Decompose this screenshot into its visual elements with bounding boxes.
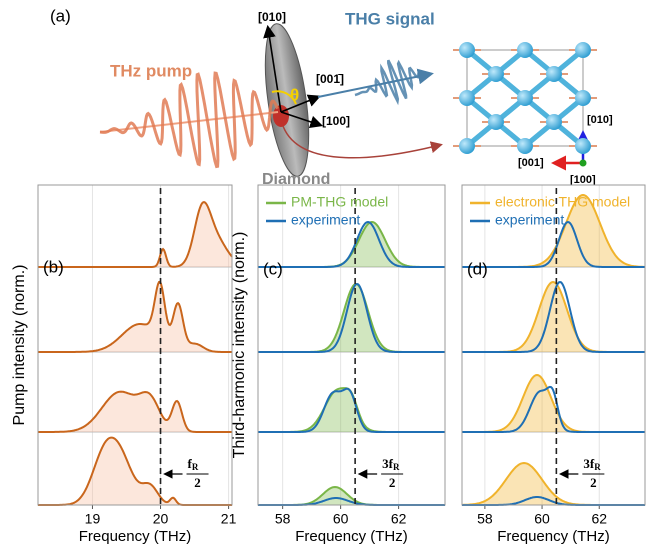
annotation-denominator: 2 bbox=[194, 475, 201, 490]
atom bbox=[517, 138, 533, 154]
pump-label: THz pump bbox=[110, 61, 192, 80]
atom bbox=[488, 66, 504, 82]
lattice-origin bbox=[579, 159, 587, 167]
legend-label: experiment bbox=[291, 212, 360, 228]
spectrum-curve bbox=[38, 201, 233, 268]
spectrum-fill bbox=[38, 437, 232, 505]
atom bbox=[459, 90, 475, 106]
spectrum-curve bbox=[462, 280, 645, 353]
axis-arrow bbox=[280, 94, 321, 113]
direction-label: [001̄] bbox=[316, 72, 344, 86]
plot-frame bbox=[37, 184, 233, 506]
spectrum-curve bbox=[258, 387, 445, 433]
direction-label: [100] bbox=[322, 114, 350, 128]
atom bbox=[517, 42, 533, 58]
x-tick-label: 21 bbox=[221, 511, 237, 527]
atom bbox=[546, 114, 562, 130]
annotation-denominator: 2 bbox=[590, 475, 597, 490]
atom bbox=[546, 66, 562, 82]
x-axis-label: Frequency (THz) bbox=[79, 528, 192, 545]
annotation-numerator: fR bbox=[188, 456, 199, 472]
spectrum-fill bbox=[462, 282, 645, 352]
spectrum-fill bbox=[462, 195, 645, 267]
panel-label: (b) bbox=[43, 257, 64, 276]
x-tick-label: 19 bbox=[85, 511, 101, 527]
spectrum-fill bbox=[38, 281, 232, 352]
annotation-subscript: R bbox=[393, 462, 400, 472]
schematic: (a) THz pump THG signal θ [010] [001̄] [… bbox=[50, 6, 613, 188]
legend-label: experiment bbox=[495, 212, 564, 228]
x-tick-label: 58 bbox=[275, 511, 291, 527]
annotation-denominator: 2 bbox=[389, 475, 396, 490]
atom bbox=[517, 90, 533, 106]
spectrum-fill bbox=[38, 202, 232, 267]
x-tick-label: 62 bbox=[591, 511, 607, 527]
legend-label: electronic THG model bbox=[495, 194, 630, 210]
panel-label: (c) bbox=[263, 259, 283, 278]
spectrum-fill bbox=[258, 388, 445, 432]
angle-label: θ bbox=[290, 85, 299, 104]
annotation-subscript: R bbox=[192, 462, 199, 472]
atom bbox=[459, 42, 475, 58]
spectrum-fill bbox=[258, 222, 445, 267]
panel-label: (d) bbox=[467, 259, 488, 278]
direction-label: [010] bbox=[258, 10, 286, 24]
axis-arrow bbox=[280, 111, 324, 129]
spectrum-fill bbox=[258, 284, 445, 352]
panel-label: (a) bbox=[50, 6, 71, 25]
atom bbox=[575, 42, 591, 58]
sample-label: Diamond bbox=[262, 171, 330, 188]
signal-label: THG signal bbox=[345, 9, 435, 28]
x-tick-label: 60 bbox=[333, 511, 349, 527]
wave bbox=[354, 59, 421, 106]
spectrum-curve bbox=[462, 385, 645, 433]
x-tick-label: 20 bbox=[153, 511, 169, 527]
annotation-text: 3f bbox=[583, 456, 595, 471]
x-tick-label: 62 bbox=[391, 511, 407, 527]
axis-arrow bbox=[263, 24, 282, 113]
angle-arc bbox=[271, 90, 297, 105]
atom bbox=[459, 138, 475, 154]
y-axis-label: Third-harmonic intensity (norm.) bbox=[231, 232, 248, 459]
spectrum-curve bbox=[258, 220, 445, 268]
spectrum-curve bbox=[462, 220, 645, 268]
lattice-label: [100] bbox=[570, 174, 596, 186]
y-axis-label: Pump intensity (norm.) bbox=[11, 265, 28, 426]
spectrum-curve bbox=[38, 280, 232, 353]
atom bbox=[575, 138, 591, 154]
spectrum-fill bbox=[462, 463, 645, 505]
wave bbox=[99, 71, 279, 169]
x-tick-label: 60 bbox=[534, 511, 550, 527]
atom bbox=[575, 90, 591, 106]
atom bbox=[488, 114, 504, 130]
annotation-text: 3f bbox=[382, 456, 394, 471]
spectra: 19 20 21 (b) Frequency (THz) Pump intensity (… bbox=[11, 184, 646, 545]
annotation-numerator: 3fR bbox=[583, 456, 601, 472]
plot-frame bbox=[257, 184, 446, 506]
diamond-disk bbox=[264, 23, 310, 177]
legend-label: PM-THG model bbox=[291, 194, 388, 210]
lattice-label: [001] bbox=[518, 157, 544, 169]
lattice-label: [010] bbox=[587, 114, 613, 126]
annotation-text: f bbox=[188, 456, 193, 471]
x-axis-label: Frequency (THz) bbox=[295, 528, 408, 545]
plot-frame bbox=[461, 184, 646, 506]
annotation-numerator: 3fR bbox=[382, 456, 400, 472]
spectrum-curve bbox=[38, 390, 232, 433]
connector bbox=[282, 125, 443, 159]
x-axis-label: Frequency (THz) bbox=[497, 528, 610, 545]
annotation-subscript: R bbox=[594, 462, 601, 472]
x-tick-label: 58 bbox=[477, 511, 493, 527]
spectrum-fill bbox=[38, 391, 232, 432]
spectrum-curve bbox=[258, 282, 445, 353]
